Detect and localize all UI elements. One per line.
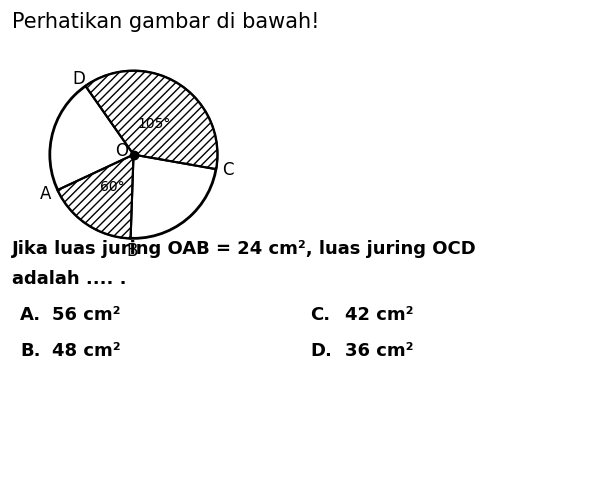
Text: adalah .... .: adalah .... .: [12, 270, 126, 288]
Text: A: A: [40, 185, 52, 203]
Text: C.: C.: [310, 306, 330, 323]
Text: 105°: 105°: [137, 117, 171, 131]
Text: A.: A.: [20, 306, 41, 323]
Text: 42 cm²: 42 cm²: [345, 306, 413, 323]
Text: Perhatikan gambar di bawah!: Perhatikan gambar di bawah!: [12, 12, 319, 32]
Text: O: O: [115, 142, 128, 160]
Text: C: C: [222, 161, 234, 179]
Text: B.: B.: [20, 341, 41, 359]
Text: 56 cm²: 56 cm²: [52, 306, 121, 323]
Text: 60°: 60°: [100, 180, 125, 194]
Text: D: D: [72, 70, 85, 88]
Text: 36 cm²: 36 cm²: [345, 341, 413, 359]
Wedge shape: [58, 155, 134, 239]
Text: B: B: [127, 241, 138, 260]
Text: D.: D.: [310, 341, 332, 359]
Wedge shape: [86, 72, 217, 170]
Text: 48 cm²: 48 cm²: [52, 341, 121, 359]
Text: Jika luas juring OAB = 24 cm², luas juring OCD: Jika luas juring OAB = 24 cm², luas juri…: [12, 239, 476, 258]
